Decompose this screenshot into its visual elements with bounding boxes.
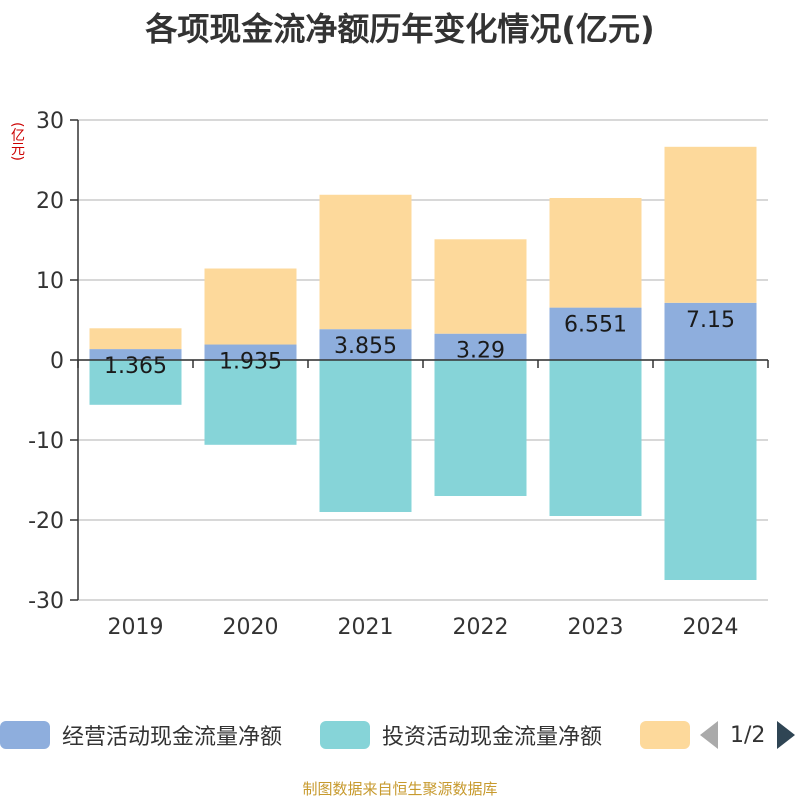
x-tick-label-2024: 2024 <box>683 615 739 640</box>
bar-series1-2019 <box>89 360 182 405</box>
bar-series2-2019 <box>89 328 182 350</box>
bar-series0-2022 <box>434 333 527 360</box>
data-label-2019: 1.365 <box>104 354 167 379</box>
source-note: 制图数据来自恒生聚源数据库 <box>302 780 498 798</box>
x-tick-label-2022: 2022 <box>453 615 509 640</box>
stacked-bar-chart: 30 20 10 0 -10 -20 -30 2019 2020 2021 2022 2023 2024… <box>28 109 769 640</box>
data-label-2020: 1.935 <box>219 350 282 375</box>
legend-label-investing: 投资活动现金流量净额 <box>382 725 603 750</box>
bar-series1-2023 <box>549 360 642 516</box>
data-label-2023: 6.551 <box>564 313 627 338</box>
legend-pager: 1/2 <box>700 718 796 752</box>
data-labels: 1.365 1.935 3.855 3.29 6.551 7.15 <box>104 308 735 379</box>
legend-swatch-financing <box>640 721 690 749</box>
data-label-2021: 3.855 <box>334 334 397 359</box>
bar-series0-2024 <box>664 302 757 360</box>
x-tick-label-2019: 2019 <box>108 615 164 640</box>
legend-item-investing[interactable]: 投资活动现金流量净额 <box>320 718 602 752</box>
y-tick-label: 20 <box>36 189 64 214</box>
chart-title: 各项现金流净额历年变化情况(亿元) <box>145 10 655 48</box>
legend-item-operating[interactable]: 经营活动现金流量净额 <box>0 718 282 752</box>
bar-series1-2020 <box>204 360 297 445</box>
x-tick-label-2020: 2020 <box>223 615 279 640</box>
legend-page-number: 1/2 <box>730 722 766 748</box>
x-tick-label-2021: 2021 <box>338 615 394 640</box>
bar-series2-2020 <box>204 268 297 345</box>
next-page-icon[interactable] <box>777 721 796 749</box>
legend-swatch-operating <box>0 721 50 749</box>
legend-item-financing[interactable] <box>640 718 690 752</box>
bar-series1-2021 <box>319 360 412 512</box>
legend: 经营活动现金流量净额 投资活动现金流量净额 <box>0 718 800 752</box>
x-tick-label-2023: 2023 <box>568 615 624 640</box>
y-tick-label: 10 <box>36 269 64 294</box>
y-axis-unit-label: (亿元) <box>9 122 25 161</box>
y-tick-label: 30 <box>36 109 64 134</box>
axes: 30 20 10 0 -10 -20 -30 2019 2020 2021 2022 2023 2024 <box>28 109 769 640</box>
bar-series0-2021 <box>319 329 412 360</box>
bar-series1-2022 <box>434 360 527 496</box>
bar-series2-2023 <box>549 197 642 308</box>
bars <box>89 146 757 580</box>
bar-series1-2024 <box>664 360 757 580</box>
y-tick-label: -10 <box>28 429 64 454</box>
bar-series2-2024 <box>664 146 757 303</box>
y-tick-label: -20 <box>28 509 64 534</box>
legend-label-operating: 经营活动现金流量净额 <box>62 725 283 750</box>
y-tick-label: -30 <box>28 589 64 614</box>
data-label-2022: 3.29 <box>456 339 505 364</box>
legend-swatch-investing <box>320 721 370 749</box>
bar-series0-2019 <box>89 349 182 360</box>
bar-series0-2023 <box>549 307 642 360</box>
data-label-2024: 7.15 <box>686 308 735 333</box>
y-tick-label: 0 <box>50 349 64 374</box>
bar-series0-2020 <box>204 344 297 360</box>
bar-series2-2021 <box>319 194 412 330</box>
bar-series2-2022 <box>434 239 527 334</box>
prev-page-icon[interactable] <box>700 721 718 749</box>
